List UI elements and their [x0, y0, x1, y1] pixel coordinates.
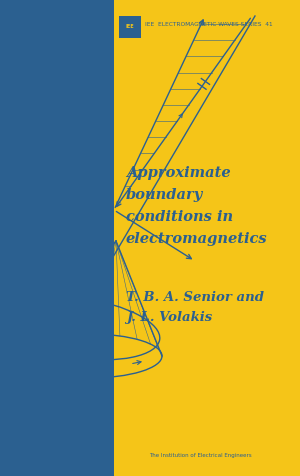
- Text: boundary: boundary: [126, 188, 203, 202]
- Text: J. L. Volakis: J. L. Volakis: [126, 311, 212, 324]
- Text: electromagnetics: electromagnetics: [126, 232, 268, 246]
- Bar: [0, 0, 114, 476]
- Text: conditions in: conditions in: [126, 210, 233, 224]
- Text: Approximate: Approximate: [126, 166, 231, 180]
- FancyBboxPatch shape: [119, 16, 141, 38]
- Text: IEE: IEE: [126, 24, 134, 30]
- Text: The Institution of Electrical Engineers: The Institution of Electrical Engineers: [149, 453, 251, 458]
- Text: IEE  ELECTROMAGNETIC WAVES SERIES  41: IEE ELECTROMAGNETIC WAVES SERIES 41: [145, 21, 273, 27]
- Text: T. B. A. Senior and: T. B. A. Senior and: [126, 291, 264, 304]
